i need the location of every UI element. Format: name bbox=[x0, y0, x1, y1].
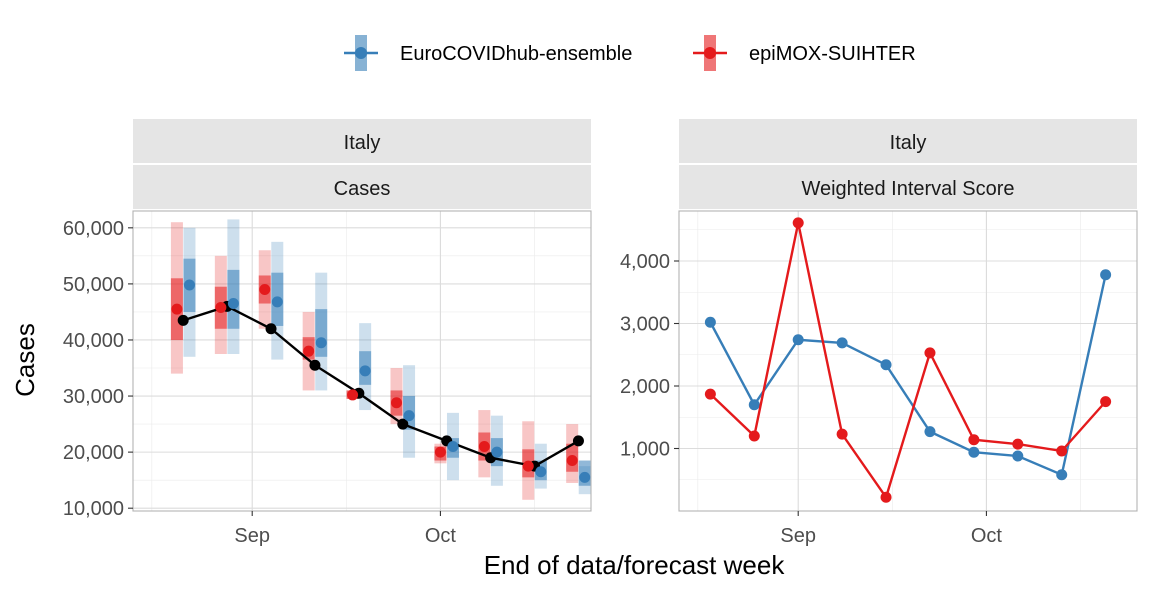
score-point bbox=[924, 426, 936, 438]
forecast-median-point bbox=[215, 301, 227, 313]
y-tick-label: 4,000 bbox=[620, 251, 670, 273]
score-point bbox=[704, 316, 716, 328]
panel-background bbox=[679, 211, 1137, 511]
score-point bbox=[1100, 396, 1112, 408]
y-tick-label: 20,000 bbox=[63, 442, 124, 464]
y-axis-title: Cases bbox=[10, 323, 40, 397]
score-point bbox=[880, 359, 892, 371]
score-point bbox=[1012, 450, 1024, 462]
x-tick-label: Oct bbox=[971, 525, 1003, 547]
forecast-median-point bbox=[403, 410, 415, 422]
legend-item-epimox[interactable]: epiMOX-SUIHTER bbox=[693, 35, 916, 71]
forecast-median-point bbox=[347, 389, 359, 401]
x-tick-label: Sep bbox=[780, 525, 816, 547]
truth-point bbox=[572, 435, 584, 447]
legend-item-ensemble[interactable]: EuroCOVIDhub-ensemble bbox=[344, 35, 632, 71]
legend-key-point-epimox bbox=[704, 47, 716, 59]
forecast-median-point bbox=[535, 466, 547, 478]
legend-label-ensemble: EuroCOVIDhub-ensemble bbox=[400, 43, 632, 65]
score-point bbox=[1056, 469, 1068, 481]
cases-panel: 10,000 20,000 30,000 40,000 50,000 60,000 Sep O… bbox=[63, 210, 592, 547]
y-tick-label: 40,000 bbox=[63, 330, 124, 352]
score-point bbox=[880, 491, 892, 503]
forecast-median-point bbox=[171, 303, 183, 315]
truth-point bbox=[265, 323, 277, 335]
x-axis-title: End of data/forecast week bbox=[484, 550, 786, 580]
left-strip-target bbox=[133, 165, 591, 209]
y-tick-label: 1,000 bbox=[620, 439, 670, 461]
forecast-median-point bbox=[491, 446, 503, 458]
series-line bbox=[709, 274, 1107, 477]
forecast-median-point bbox=[315, 337, 327, 349]
legend-key-point-ensemble bbox=[355, 47, 367, 59]
right-strip-score bbox=[679, 165, 1137, 209]
panel-border bbox=[132, 210, 592, 512]
score-point bbox=[836, 337, 848, 349]
truth-line bbox=[182, 305, 580, 468]
legend-label-epimox: epiMOX-SUIHTER bbox=[749, 43, 916, 65]
left-strip-country bbox=[133, 119, 591, 163]
forecast-median-point bbox=[303, 345, 315, 357]
left-strip-country-label: Italy bbox=[344, 132, 381, 154]
score-point bbox=[748, 430, 760, 442]
forecast-median-point bbox=[434, 446, 446, 458]
right-strip-score-label: Weighted Interval Score bbox=[801, 178, 1014, 200]
forecast-median-point bbox=[478, 441, 490, 453]
y-tick-label: 2,000 bbox=[620, 376, 670, 398]
score-point bbox=[1056, 445, 1068, 457]
y-tick-label: 10,000 bbox=[63, 498, 124, 520]
right-panel-strips: Italy Weighted Interval Score bbox=[679, 119, 1137, 209]
forecast-median-point bbox=[227, 298, 239, 310]
score-point bbox=[924, 347, 936, 359]
prediction-interval-inner bbox=[315, 309, 328, 357]
x-tick-label: Oct bbox=[425, 525, 457, 547]
score-point bbox=[792, 334, 804, 346]
forecast-median-point bbox=[271, 296, 283, 308]
forecast-median-point bbox=[522, 460, 534, 472]
score-point bbox=[1100, 269, 1112, 281]
forecast-median-point bbox=[259, 284, 271, 296]
right-strip-country bbox=[679, 119, 1137, 163]
series-line bbox=[709, 222, 1107, 500]
forecast-median-point bbox=[359, 365, 371, 377]
left-panel-strips: Italy Cases bbox=[133, 119, 591, 209]
score-point bbox=[968, 434, 980, 446]
y-tick-label: 3,000 bbox=[620, 314, 670, 336]
score-point bbox=[968, 446, 980, 458]
truth-point bbox=[397, 418, 409, 430]
score-point bbox=[1012, 438, 1024, 450]
forecast-median-point bbox=[447, 441, 459, 453]
legend: EuroCOVIDhub-ensemble epiMOX-SUIHTER bbox=[344, 35, 916, 71]
score-point bbox=[792, 217, 804, 229]
truth-point bbox=[177, 314, 189, 326]
wis-panel: 1,000 2,000 3,000 4,000 Sep Oct bbox=[620, 210, 1138, 547]
forecast-median-point bbox=[566, 455, 578, 467]
forecast-median-point bbox=[579, 471, 591, 483]
panel-border bbox=[678, 210, 1138, 512]
y-tick-label: 60,000 bbox=[63, 218, 124, 240]
score-point bbox=[836, 428, 848, 440]
right-strip-country-label: Italy bbox=[890, 132, 927, 154]
forecast-median-point bbox=[391, 397, 403, 409]
x-tick-label: Sep bbox=[234, 525, 270, 547]
truth-point bbox=[309, 359, 321, 371]
y-tick-label: 30,000 bbox=[63, 386, 124, 408]
left-strip-target-label: Cases bbox=[334, 178, 391, 200]
score-point bbox=[748, 399, 760, 411]
y-tick-label: 50,000 bbox=[63, 274, 124, 296]
score-point bbox=[704, 388, 716, 400]
forecast-median-point bbox=[183, 279, 195, 291]
